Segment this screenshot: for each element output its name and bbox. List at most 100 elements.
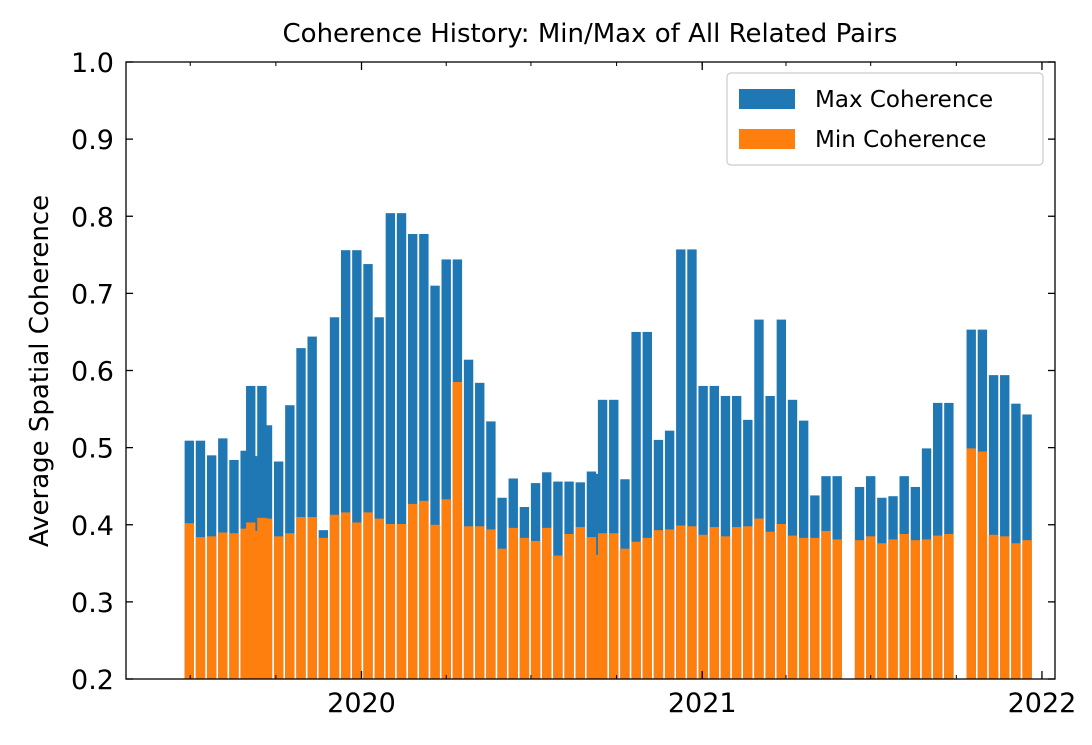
max-coherence-bar <box>441 259 451 679</box>
max-coherence-bar <box>776 319 787 679</box>
min-coherence-bar <box>542 527 552 679</box>
min-coherence-bar <box>229 533 239 679</box>
min-coherence-bar <box>486 529 496 679</box>
min-coherence-bar <box>1000 536 1010 679</box>
chart-title: Coherence History: Min/Max of All Relate… <box>283 19 898 49</box>
min-coherence-bar <box>754 518 764 679</box>
min-coherence-bar <box>508 527 518 679</box>
min-coherence-bar <box>285 533 295 679</box>
min-coherence-bar <box>419 500 429 679</box>
x-tick-label: 2020 <box>327 688 396 719</box>
min-coherence-bar <box>988 534 999 679</box>
min-coherence-bar <box>597 533 608 679</box>
min-coherence-bar <box>854 540 865 679</box>
min-coherence-bar <box>184 523 194 679</box>
min-coherence-bar <box>240 528 250 679</box>
y-tick-label: 0.9 <box>71 125 114 156</box>
min-coherence-bar <box>966 448 976 679</box>
min-coherence-bar <box>899 534 909 679</box>
max-coherence-bar <box>296 348 306 679</box>
min-coherence-bar <box>519 537 530 679</box>
min-coherence-bar <box>765 531 775 679</box>
y-axis-label: Average Spatial Coherence <box>25 195 55 547</box>
min-coherence-bar <box>798 537 809 679</box>
min-coherence-bar <box>832 539 842 679</box>
min-coherence-bar <box>586 537 597 679</box>
max-coherence-bar <box>1011 403 1021 679</box>
min-coherence-bar <box>564 534 574 679</box>
min-coherence-bar <box>340 512 351 679</box>
min-coherence-bars <box>184 382 1032 679</box>
max-coherence-bar <box>419 233 429 680</box>
y-tick-label: 0.3 <box>71 588 114 619</box>
min-coherence-bar <box>385 523 396 679</box>
min-coherence-bar <box>296 517 306 679</box>
min-coherence-bar <box>1022 540 1032 679</box>
legend-swatch <box>739 129 795 149</box>
min-coherence-bar <box>676 525 686 679</box>
min-coherence-bar <box>743 526 753 679</box>
min-coherence-bar <box>877 543 887 679</box>
legend-label: Max Coherence <box>815 87 993 113</box>
max-coherence-bar <box>363 264 373 679</box>
axes: 0.2 0.3 0.4 0.5 0.6 0.7 0.8 0.9 1.0 2020 2021 2022 <box>71 48 1076 719</box>
min-coherence-bar <box>257 517 267 679</box>
max-coherence-bar <box>385 213 396 679</box>
legend: Max Coherence Min Coherence <box>726 72 1044 166</box>
min-coherence-bar <box>977 451 988 679</box>
min-coherence-bar <box>475 526 485 679</box>
min-coherence-bar <box>933 535 943 679</box>
min-coherence-bar <box>921 539 932 679</box>
y-tick-label: 0.8 <box>71 202 114 233</box>
min-coherence-bar <box>687 526 697 679</box>
legend-box <box>726 72 1044 166</box>
max-coherence-bar <box>676 249 686 679</box>
min-coherence-bar <box>307 517 317 679</box>
y-tick-label: 0.4 <box>71 511 114 542</box>
min-coherence-bar <box>408 503 418 679</box>
y-tick-label: 1.0 <box>71 48 114 79</box>
y-tick-label: 0.2 <box>71 665 114 696</box>
max-coherence-bar <box>329 317 340 679</box>
legend-swatch <box>739 89 795 109</box>
x-tick-label: 2021 <box>668 688 737 719</box>
min-coherence-bar <box>698 534 708 679</box>
min-coherence-bar <box>452 382 463 679</box>
min-coherence-bar <box>821 530 831 679</box>
min-coherence-bar <box>262 518 273 679</box>
min-coherence-bar <box>664 529 675 679</box>
max-coherence-bar <box>642 331 652 679</box>
min-coherence-bar <box>609 533 619 679</box>
y-tick-label: 0.7 <box>71 279 114 310</box>
min-coherence-bar <box>318 537 329 679</box>
min-coherence-bar <box>866 536 876 679</box>
min-coherence-bar <box>352 522 362 679</box>
min-coherence-bar <box>731 527 742 679</box>
min-coherence-bar <box>575 527 585 679</box>
max-coherence-bar <box>1000 375 1010 679</box>
max-coherence-bar <box>687 249 697 679</box>
max-coherence-bar <box>988 375 999 679</box>
min-coherence-bar <box>642 537 652 679</box>
min-coherence-bar <box>374 518 384 679</box>
min-coherence-bar <box>463 526 474 679</box>
max-coherence-bar <box>754 319 764 679</box>
min-coherence-bar <box>530 540 541 679</box>
x-tick-label: 2022 <box>1008 688 1077 719</box>
min-coherence-bar <box>787 535 798 679</box>
min-coherence-bar <box>329 514 340 679</box>
min-coherence-bar <box>363 512 373 679</box>
min-coherence-bar <box>553 555 563 679</box>
y-tick-label: 0.6 <box>71 357 114 388</box>
min-coherence-bar <box>592 554 602 679</box>
max-coherence-bar <box>463 359 474 679</box>
min-coherence-bar <box>246 522 256 679</box>
max-coherence-bar <box>430 285 440 679</box>
y-tick-label: 0.5 <box>71 434 114 465</box>
max-coherence-bar <box>698 385 708 679</box>
min-coherence-bar <box>497 548 507 679</box>
max-coherence-bar <box>374 317 384 679</box>
min-coherence-bar <box>910 540 921 679</box>
